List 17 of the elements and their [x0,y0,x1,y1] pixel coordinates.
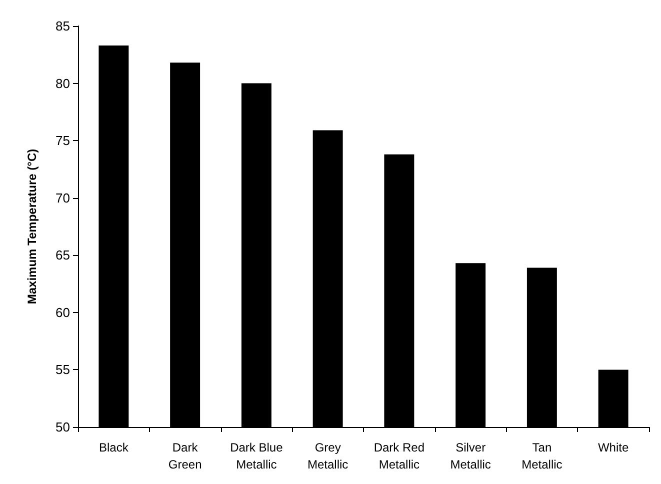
x-tick-label: Dark Green [168,440,202,472]
y-tick-label: 70 [56,190,70,206]
y-axis-title: Maximum Temperature (°C) [25,148,39,304]
x-tick-label: Dark Blue Metallic [230,440,284,472]
x-tick-label: White [598,440,629,454]
y-tick-label: 80 [56,76,70,91]
y-tick-label: 75 [56,133,70,148]
y-tick-label: 50 [56,420,70,434]
x-tick-label: Dark Red Metallic [374,440,425,472]
x-tick-label: Black [99,440,130,454]
y-tick-label: 65 [56,248,70,263]
x-tick-label: Grey Metallic [307,440,348,472]
y-tick-label: 60 [56,304,70,320]
y-tick-label: 85 [56,18,70,34]
x-tick-label: Tan Metallic [522,440,562,472]
x-tick-label: Silver Metallic [450,440,491,472]
y-tick-label: 55 [56,362,70,378]
